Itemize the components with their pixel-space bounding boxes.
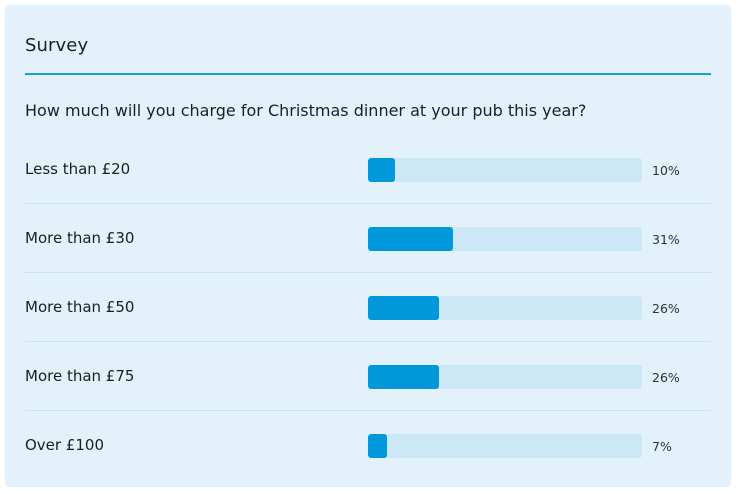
survey-option-row[interactable]: Over £100 7%: [25, 411, 711, 480]
option-label: Over £100: [25, 436, 105, 454]
result-bar-fill: [368, 434, 388, 458]
result-bar-track: [368, 434, 642, 458]
result-bar-fill: [368, 365, 440, 389]
option-label: More than £50: [25, 298, 135, 316]
survey-option-row[interactable]: More than £30 31%: [25, 204, 711, 273]
survey-option-row[interactable]: Less than £20 10%: [25, 135, 711, 204]
survey-question: How much will you charge for Christmas d…: [25, 101, 587, 120]
survey-title: Survey: [25, 35, 89, 56]
result-percent: 7%: [652, 439, 672, 454]
result-bar-track: [368, 158, 642, 182]
result-bar-fill: [368, 296, 440, 320]
survey-option-row[interactable]: More than £50 26%: [25, 273, 711, 342]
result-percent: 26%: [652, 370, 680, 385]
result-bar-track: [368, 365, 642, 389]
option-label: More than £75: [25, 367, 135, 385]
result-percent: 31%: [652, 232, 680, 247]
survey-option-row[interactable]: More than £75 26%: [25, 342, 711, 411]
result-bar-fill: [368, 227, 453, 251]
survey-card: Survey How much will you charge for Chri…: [5, 5, 731, 487]
result-percent: 26%: [652, 301, 680, 316]
option-label: More than £30: [25, 229, 135, 247]
survey-header: Survey: [25, 35, 711, 75]
option-label: Less than £20: [25, 160, 131, 178]
result-percent: 10%: [652, 163, 680, 178]
survey-options: Less than £20 10% More than £30 31% More…: [25, 135, 711, 480]
result-bar-track: [368, 296, 642, 320]
result-bar-fill: [368, 158, 396, 182]
result-bar-track: [368, 227, 642, 251]
